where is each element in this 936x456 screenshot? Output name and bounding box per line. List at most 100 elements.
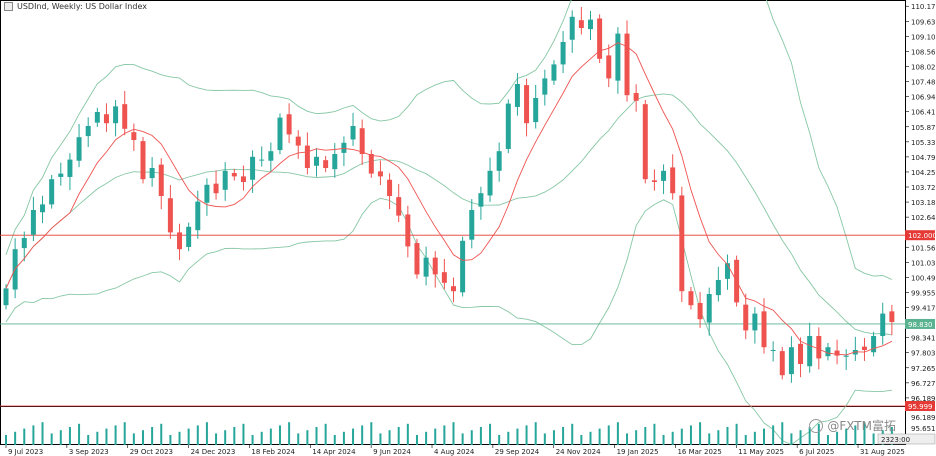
x-tick-label: 14 Apr 2024 (312, 448, 356, 456)
x-tick-label: 16 Mar 2025 (677, 448, 721, 456)
candle-body (140, 141, 146, 180)
candle-body (597, 18, 603, 59)
candle-body (889, 311, 895, 322)
volume-bar (607, 425, 610, 445)
volume-bar (434, 428, 437, 445)
y-tick-label: 108.563 (911, 48, 936, 56)
volume-bar (616, 422, 619, 445)
volume-bar (260, 431, 263, 445)
volume-bar (205, 422, 208, 445)
volume-bar (78, 423, 81, 445)
volume-bar (662, 435, 665, 445)
candle-body (405, 214, 411, 247)
candle-body (76, 137, 82, 161)
candle-body (350, 126, 356, 140)
volume-bar (516, 428, 519, 445)
y-tick-label: 99.417 (911, 305, 936, 313)
x-tick-label: 24 Nov 2024 (556, 448, 601, 456)
candle-body (295, 136, 301, 146)
volume-bar (333, 435, 336, 445)
x-tick-label: 29 Sep 2024 (495, 448, 540, 456)
candle-body (40, 204, 46, 213)
volume-bar (534, 422, 537, 445)
volume-bar (196, 425, 199, 445)
candle-body (186, 226, 192, 247)
candle-body (871, 336, 877, 353)
volume-bar (352, 428, 355, 445)
candle-body (149, 168, 155, 179)
candle-body (706, 294, 712, 323)
candle-body (332, 154, 338, 170)
volume-bar (5, 435, 7, 445)
bollinger-lower (5, 197, 892, 446)
candle-body (551, 64, 557, 81)
candle-body (569, 16, 575, 40)
candle-body (259, 159, 265, 161)
volume-bar (68, 427, 71, 445)
candle-body (423, 257, 429, 277)
candle-body (679, 195, 685, 292)
y-tick-label: 106.949 (911, 94, 936, 102)
candle-body (213, 183, 219, 194)
candle-body (286, 114, 292, 135)
y-tick-label: 97.803 (911, 350, 936, 358)
y-tick-label: 100.493 (911, 274, 936, 282)
volume-bar (114, 425, 117, 445)
volume-bar (342, 431, 345, 445)
volume-bar (689, 425, 692, 445)
volume-bar (32, 425, 35, 445)
volume-bar (132, 433, 135, 445)
y-tick-label: 110.177 (911, 3, 936, 11)
x-tick-label: 31 Aug 2025 (860, 448, 905, 456)
y-tick-label: 96.189 (911, 395, 936, 403)
volume-tick-label: 95.651 (911, 425, 936, 433)
volume-bar (845, 428, 848, 445)
candle-body (533, 98, 539, 123)
volume-bar (224, 430, 227, 445)
y-tick-label: 109.101 (911, 33, 936, 41)
y-tick-label: 104.797 (911, 154, 936, 162)
candle-body (487, 170, 493, 196)
y-tick-label: 103.721 (911, 184, 936, 192)
candle-body (697, 302, 703, 320)
volume-bar (278, 425, 281, 445)
volume-bar (680, 428, 683, 445)
y-tick-label: 98.341 (911, 335, 936, 343)
volume-bar (306, 430, 309, 445)
y-tick-label: 104.259 (911, 169, 936, 177)
candle-body (880, 313, 886, 336)
candle-body (642, 104, 648, 180)
candle-body (615, 33, 621, 81)
candle-body (368, 154, 374, 174)
volume-bar (808, 427, 811, 445)
chart-icon[interactable] (4, 2, 13, 11)
volume-bar (123, 422, 126, 445)
volume-bar (59, 430, 62, 445)
candle-body (341, 142, 347, 153)
volume-bar (443, 425, 446, 445)
volume-bar (552, 430, 555, 445)
volume-bar (361, 425, 364, 445)
candle-body (460, 240, 466, 293)
candle-body (779, 351, 785, 376)
volume-bar (233, 427, 236, 445)
volume-bar (388, 430, 391, 445)
candle-body (30, 210, 36, 235)
bollinger-upper (5, 0, 893, 280)
candle-body (58, 173, 64, 177)
volume-bar (151, 427, 154, 445)
y-tick-label: 97.265 (911, 365, 936, 373)
volume-bar (498, 435, 501, 445)
volume-bar (854, 425, 857, 445)
candle-body (587, 19, 593, 30)
level-price-box (905, 230, 935, 241)
volume-bar (644, 427, 647, 445)
volume-counter-box (877, 433, 936, 445)
candle-body (49, 179, 55, 205)
candle-body (505, 103, 511, 149)
x-tick-label: 6 Jul 2025 (799, 448, 834, 456)
x-tick-label: 9 Jul 2023 (8, 448, 43, 456)
volume-bar (397, 427, 400, 445)
candle-body (743, 304, 749, 331)
